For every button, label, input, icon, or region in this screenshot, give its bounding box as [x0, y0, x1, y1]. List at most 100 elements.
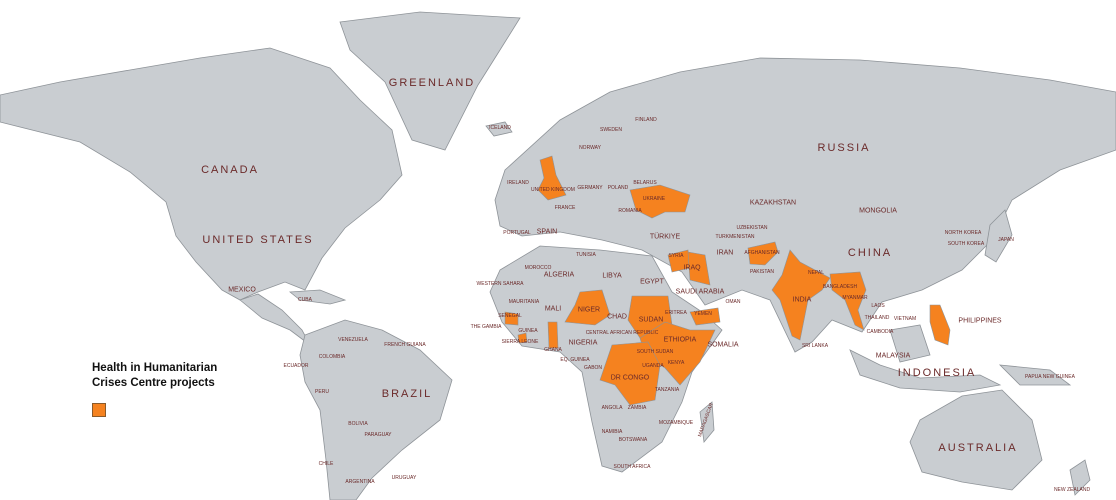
label-nepal: NEPAL	[807, 270, 825, 276]
label-ireland: IRELAND	[507, 180, 529, 186]
label-united-states: UNITED STATES	[202, 234, 314, 246]
label-romania: ROMANIA	[618, 208, 642, 214]
australia	[909, 389, 1043, 491]
country-sierra-leone[interactable]	[517, 332, 528, 344]
label-portugal: PORTUGAL	[503, 230, 531, 236]
label-philippines: PHILIPPINES	[958, 317, 1002, 325]
label-tunisia: TUNISIA	[576, 252, 596, 258]
country-ukraine[interactable]	[629, 184, 691, 219]
label-finland: FINLAND	[635, 117, 657, 123]
label-namibia: NAMIBIA	[601, 429, 623, 435]
label-united-kingdom: United Kingdom	[531, 187, 575, 193]
label-kenya: KENYA	[667, 360, 685, 366]
label-uganda: Uganda	[642, 363, 664, 369]
label-senegal: Senegal	[498, 313, 522, 319]
label-bangladesh: BANGLADESH	[822, 284, 858, 290]
country-yemen[interactable]	[689, 307, 721, 326]
label-syria: SYRIA	[668, 253, 684, 259]
label-kazakhstan: KAZAKHSTAN	[749, 199, 797, 207]
eurasia	[494, 57, 1116, 353]
label-turkiye: TÜRKIYE	[649, 233, 681, 241]
label-venezuela: VENEZUELA	[338, 337, 368, 343]
label-norway: NORWAY	[579, 145, 601, 151]
country-niger[interactable]	[564, 289, 611, 326]
label-dr-congo: DR CONGO	[610, 374, 650, 382]
label-laos: LAOS	[871, 303, 885, 309]
label-peru: PERU	[315, 389, 329, 395]
label-france: FRANCE	[554, 205, 576, 211]
label-australia: AUSTRALIA	[938, 442, 1018, 454]
label-south-africa: SOUTH AFRICA	[613, 464, 651, 470]
label-bolivia: BOLIVIA	[348, 421, 368, 427]
label-mexico: MEXICO	[228, 286, 256, 294]
country-afghanistan[interactable]	[747, 241, 779, 266]
country-iraq[interactable]	[687, 251, 711, 286]
label-india: INDIA	[792, 296, 812, 304]
country-philippines[interactable]	[929, 304, 951, 346]
label-mozambique: MOZAMBIQUE	[658, 420, 694, 426]
label-iceland: ICELAND	[489, 125, 511, 131]
label-angola: ANGOLA	[601, 405, 623, 411]
iceland	[485, 121, 513, 137]
indonesia	[849, 349, 1002, 393]
label-papua-new-guinea: PAPUA NEW GUINEA	[1025, 374, 1075, 380]
label-ghana: Ghana	[544, 347, 562, 353]
label-central-african-republic: CENTRAL AFRICAN REPUBLIC	[585, 330, 659, 336]
borneo	[889, 324, 931, 363]
country-senegal[interactable]	[504, 311, 519, 326]
label-yemen: YEMEN	[694, 311, 712, 317]
label-sierra-leone: Sierra Leone	[501, 339, 539, 345]
label-the-gambia: THE GAMBIA	[470, 324, 502, 330]
label-malaysia: MALAYSIA	[875, 352, 911, 360]
label-myanmar: MYANMAR	[842, 295, 868, 301]
legend-title-line1: Health in Humanitarian	[92, 362, 218, 374]
label-french-guiana: FRENCH GUIANA	[384, 342, 426, 348]
label-chad: CHAD	[607, 313, 627, 321]
label-western-sahara: WESTERN SAHARA	[476, 281, 524, 287]
label-guinea: GUINEA	[518, 328, 538, 334]
label-argentina: ARGENTINA	[345, 479, 375, 485]
label-saudi-arabia: SAUDI ARABIA	[675, 288, 725, 296]
label-afghanistan: AFGHANISTAN	[744, 250, 780, 256]
label-iraq: IRAQ	[683, 264, 701, 272]
country-ghana[interactable]	[547, 321, 559, 349]
country-india[interactable]	[771, 249, 831, 341]
label-sweden: SWEDEN	[600, 127, 622, 133]
label-libya: LIBYA	[602, 272, 622, 280]
label-indonesia: INDONESIA	[897, 367, 977, 379]
label-ukraine: UKRAINE	[642, 196, 666, 202]
legend-title: Health in Humanitarian Crises Centre pro…	[92, 361, 217, 391]
label-paraguay: PARAGUAY	[364, 432, 392, 438]
label-vietnam: VIETNAM	[893, 316, 917, 322]
label-morocco: MOROCCO	[524, 265, 552, 271]
label-tanzania: TANZANIA	[654, 387, 680, 393]
papua	[998, 364, 1072, 386]
label-nigeria: NIGERIA	[568, 339, 598, 347]
label-eq-guinea: EQ. GUINEA	[560, 357, 590, 363]
label-canada: CANADA	[201, 164, 259, 176]
label-ethiopia: ETHIOPIA	[663, 336, 697, 344]
country-united-kingdom[interactable]	[537, 155, 567, 201]
country-myanmar-bangladesh[interactable]	[829, 271, 867, 331]
label-algeria: ALGERIA	[543, 271, 575, 279]
label-poland: POLAND	[607, 185, 629, 191]
label-turkmenistan: TURKMENISTAN	[715, 234, 755, 240]
label-germany: GERMANY	[577, 185, 603, 191]
new-zealand	[1069, 459, 1091, 496]
label-japan: JAPAN	[998, 237, 1014, 243]
country-dr-congo[interactable]	[599, 341, 661, 406]
madagascar	[699, 401, 715, 443]
label-russia: RUSSIA	[817, 142, 871, 154]
label-mauritania: MAURITANIA	[508, 299, 540, 305]
label-sri-lanka: SRI LANKA	[801, 343, 829, 349]
label-greenland: GREENLAND	[388, 77, 476, 89]
label-south-korea: SOUTH KOREA	[947, 241, 985, 247]
label-new-zealand: NEW ZEALAND	[1053, 487, 1091, 493]
label-uruguay: URUGUAY	[391, 475, 417, 481]
north-america	[0, 47, 403, 301]
japan	[984, 209, 1013, 263]
label-somalia: SOMALIA	[707, 341, 739, 349]
label-sudan: SUDAN	[638, 316, 664, 324]
label-colombia: COLOMBIA	[318, 354, 346, 360]
